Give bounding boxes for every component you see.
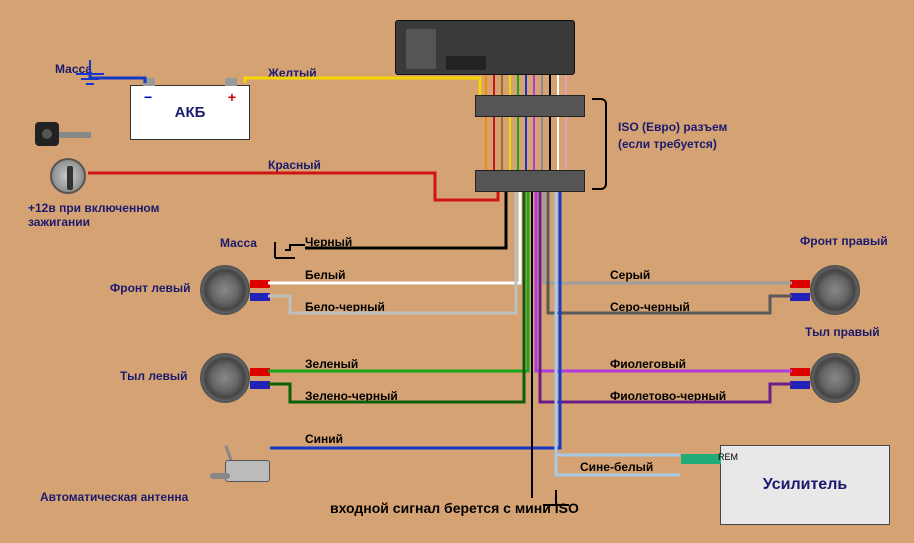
speaker-front-left-label: Фронт левый — [110, 281, 191, 295]
wire-label-green-black: Зелено-черный — [305, 389, 398, 403]
wire-label-grey: Серый — [610, 268, 650, 282]
amplifier-label: Усилитель — [763, 476, 847, 494]
iso-label-1: ISO (Евро) разъем — [618, 120, 727, 134]
ignition-switch — [50, 158, 86, 194]
battery-label: АКБ — [175, 104, 206, 121]
brace-icon — [592, 98, 607, 190]
wire-label-yellow: Желтый — [268, 66, 317, 80]
antenna — [205, 445, 275, 485]
wire-label-blue-white: Сине-белый — [580, 460, 653, 474]
wire-label-violet-black: Фиолетово-черный — [610, 389, 726, 403]
ground-label-1: Масса — [55, 62, 92, 76]
footer-note: входной сигнал берется с мини ISO — [330, 500, 579, 516]
speaker-front-right-label: Фронт правый — [800, 234, 888, 248]
speaker-rear-left — [200, 353, 250, 403]
wire-label-red: Красный — [268, 158, 321, 172]
rem-label: REM — [718, 452, 738, 462]
antenna-label: Автоматическая антенна — [40, 490, 188, 504]
ground-label-2: Масса — [220, 236, 257, 250]
wire-label-black: Черный — [305, 235, 352, 249]
iso-label-2: (если требуется) — [618, 137, 717, 151]
ignition-label-2: зажигании — [28, 215, 90, 229]
amplifier: REM Усилитель — [720, 445, 890, 525]
speaker-rear-right-label: Тыл правый — [805, 325, 880, 339]
speaker-front-right — [810, 265, 860, 315]
ignition-label-1: +12в при включенном — [28, 201, 159, 215]
wire-label-violet: Фиолеговый — [610, 357, 686, 371]
wire-label-white: Белый — [305, 268, 346, 282]
iso-connector-bottom — [475, 170, 585, 192]
wire-label-blue: Синий — [305, 432, 343, 446]
speaker-rear-left-label: Тыл левый — [120, 369, 188, 383]
wiring-diagram: ISO (Евро) разъем (если требуется) −+ АК… — [0, 0, 914, 543]
iso-connector-top — [475, 95, 585, 117]
key-icon — [35, 122, 95, 152]
speaker-front-left — [200, 265, 250, 315]
head-unit — [395, 20, 575, 75]
wire-label-white-black: Бело-черный — [305, 300, 385, 314]
speaker-rear-right — [810, 353, 860, 403]
battery: −+ АКБ — [130, 85, 250, 140]
wire-label-grey-black: Серо-черный — [610, 300, 690, 314]
wire-label-green: Зеленый — [305, 357, 358, 371]
